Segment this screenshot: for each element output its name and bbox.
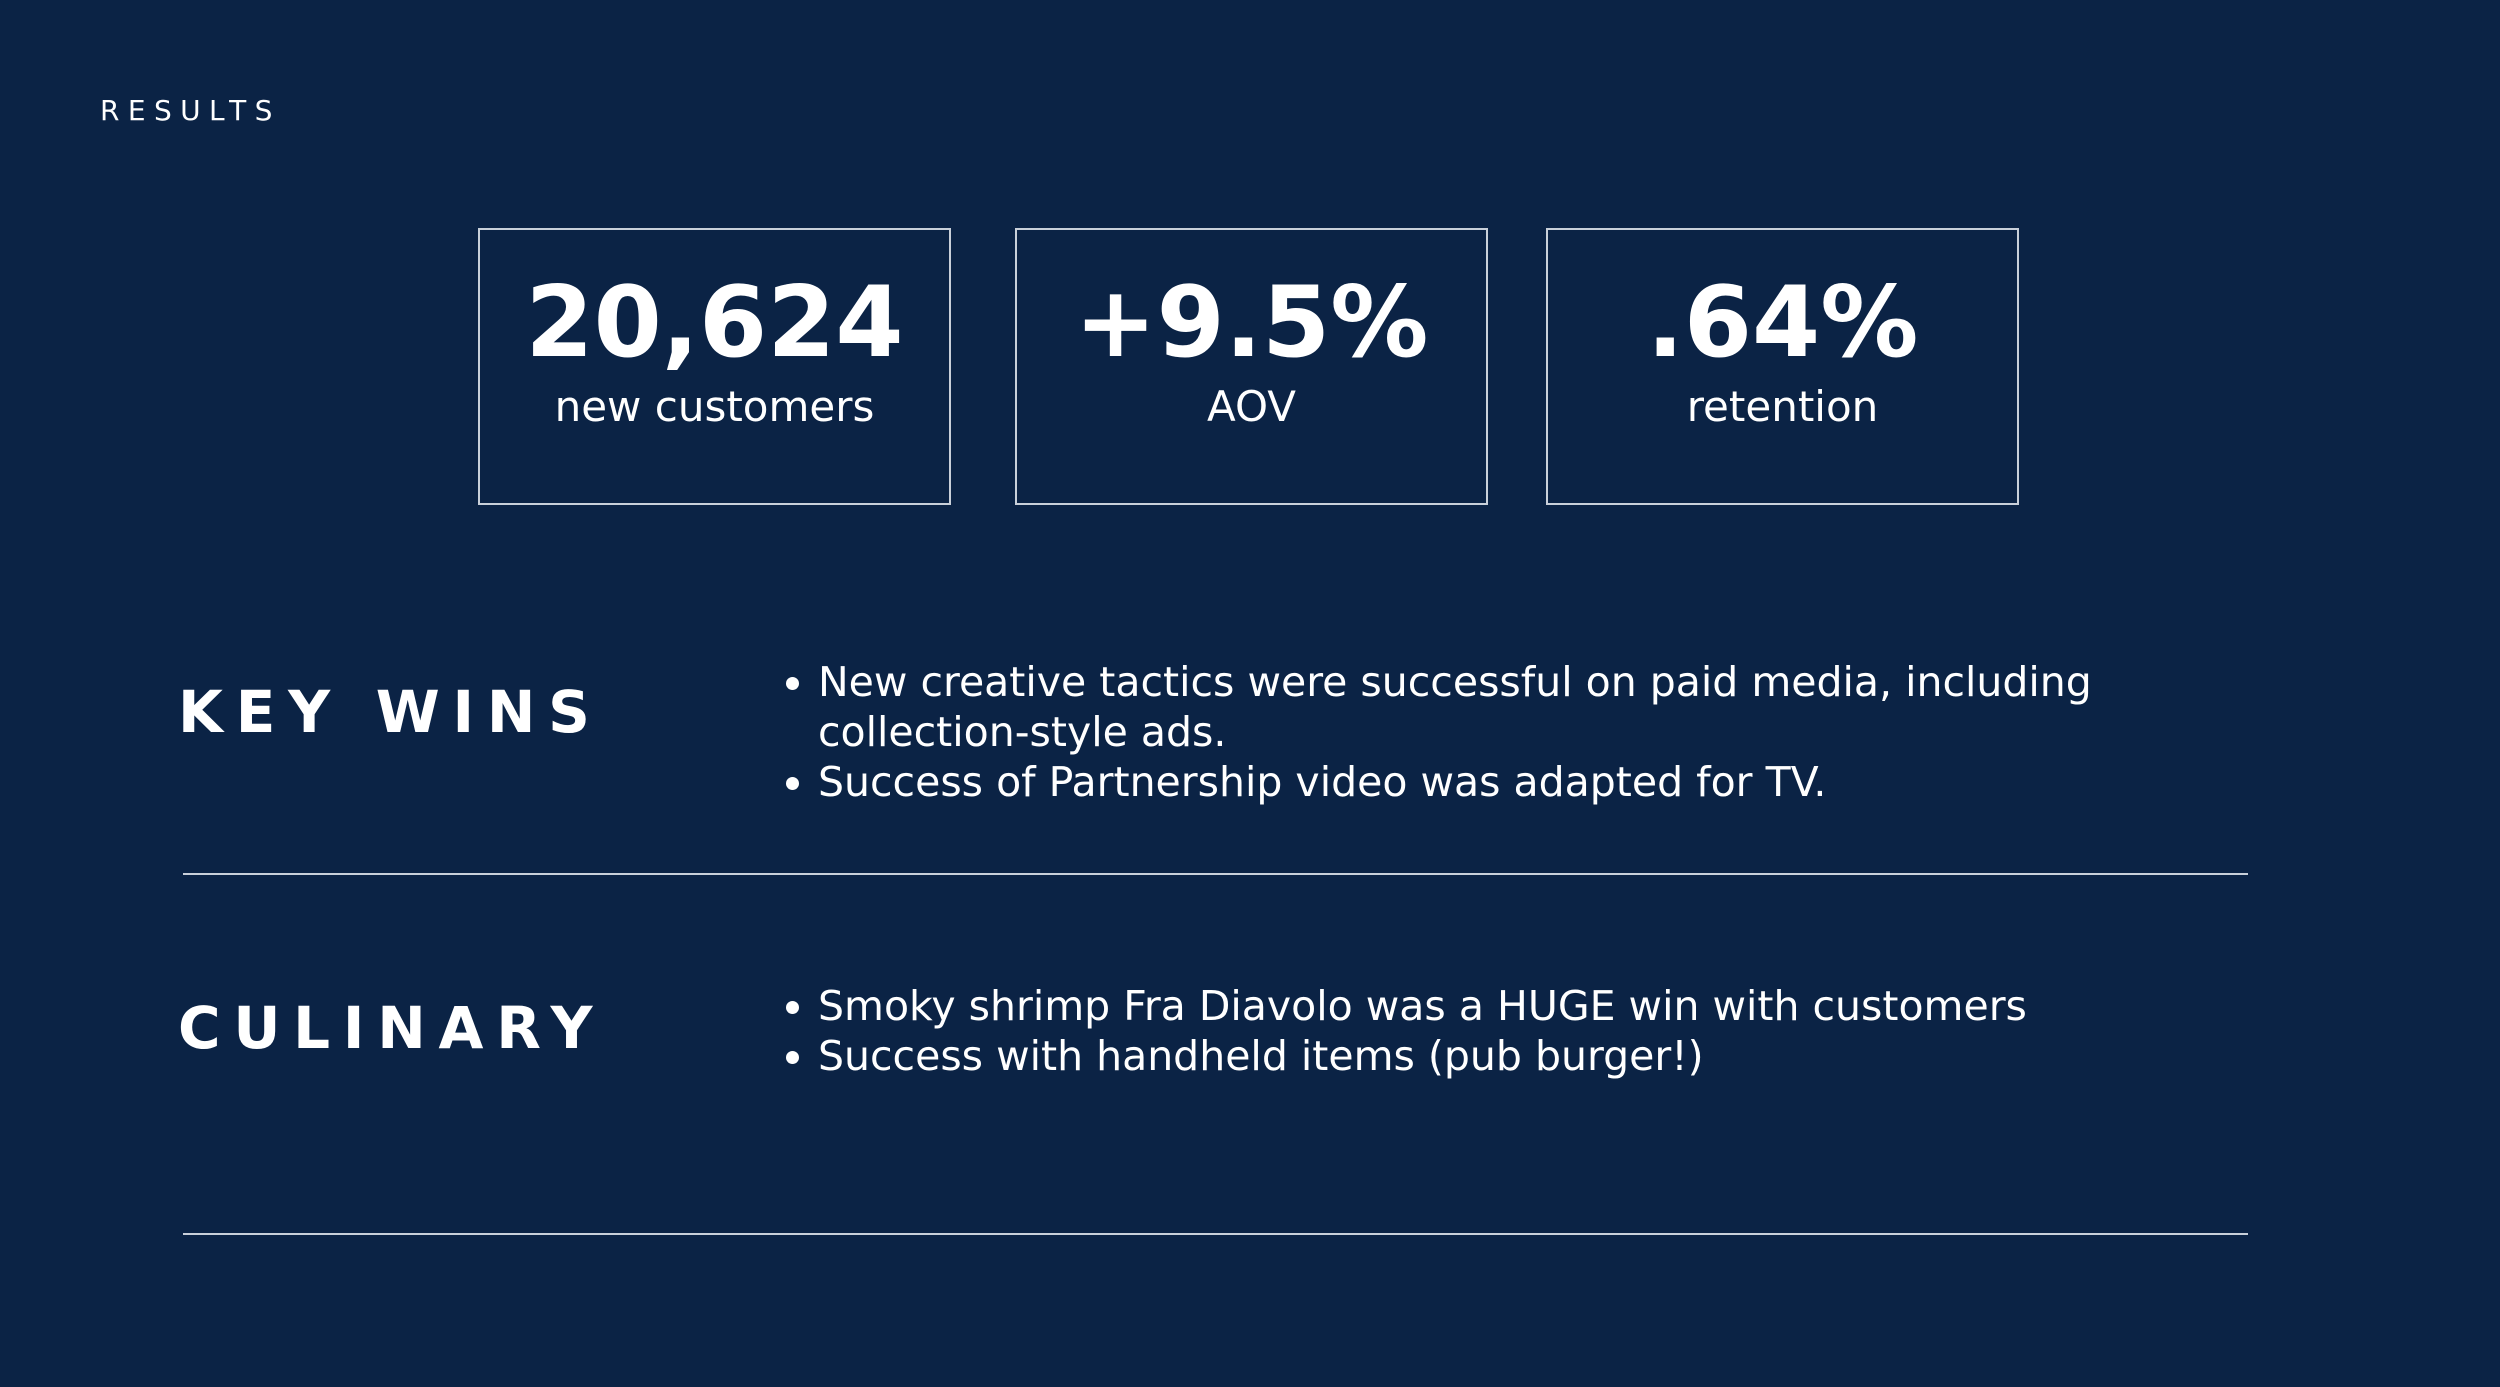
section-title: CULINARY: [178, 994, 606, 1062]
bullet-item: Success with handheld items (pub burger!…: [818, 1031, 2118, 1081]
stat-label: new customers: [554, 381, 875, 431]
section-title: KEY WINS: [178, 678, 603, 746]
stat-value: 20,624: [525, 266, 904, 380]
stat-card: +9.5% AOV: [1015, 228, 1488, 505]
bullet-item: New creative tactics were successful on …: [818, 657, 2118, 757]
bullet-list: New creative tactics were successful on …: [818, 657, 2118, 807]
stat-value: .64%: [1646, 266, 1919, 380]
divider: [183, 1233, 2248, 1235]
stat-label: retention: [1686, 381, 1879, 431]
bullet-item: Smoky shrimp Fra Diavolo was a HUGE win …: [818, 981, 2118, 1031]
stat-label: AOV: [1206, 381, 1297, 431]
stat-card: 20,624 new customers: [478, 228, 951, 505]
bullet-list: Smoky shrimp Fra Diavolo was a HUGE win …: [818, 981, 2118, 1081]
page-title: RESULTS: [100, 94, 281, 127]
bullet-item: Success of Partnership video was adapted…: [818, 757, 2118, 807]
stat-card: .64% retention: [1546, 228, 2019, 505]
divider: [183, 873, 2248, 875]
stat-value: +9.5%: [1074, 266, 1429, 380]
